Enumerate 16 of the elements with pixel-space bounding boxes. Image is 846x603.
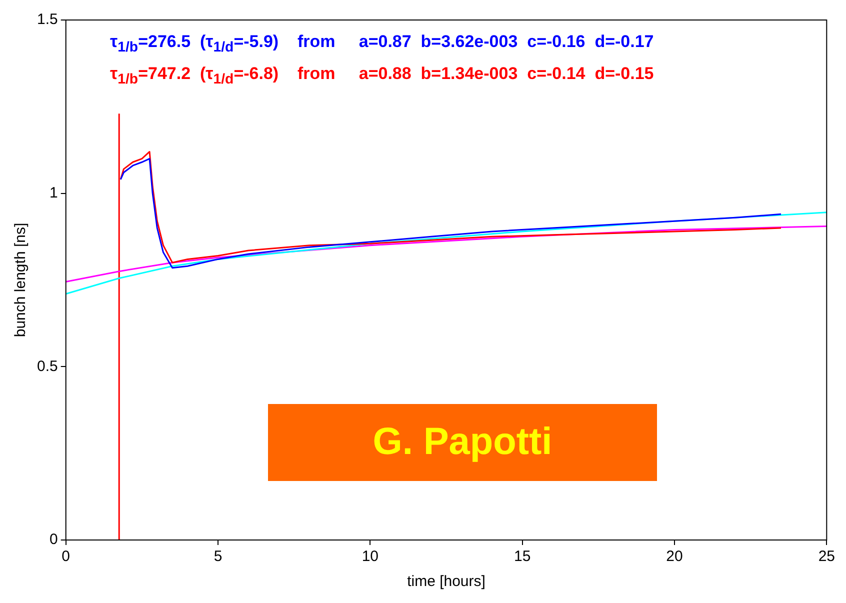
y-tick-label: 0.5 <box>36 358 58 375</box>
x-tick-label: 15 <box>514 548 531 566</box>
annotation: τ$_{1/b}$=747.2 (τ$_{1/d}$=-6.8) from a=0.88 b=1.34e-003 c=-0.14 d=-0.15 <box>110 64 654 88</box>
y-tick-label: 1 <box>50 184 58 202</box>
x-tick-label: 5 <box>214 548 222 566</box>
x-tick-label: 10 <box>362 548 379 566</box>
name-plate: G. Papotti <box>268 404 657 481</box>
y-axis-title: bunch length [ns] <box>12 222 30 338</box>
x-axis-title: time [hours] <box>407 573 486 590</box>
y-tick-label: 0 <box>50 531 58 548</box>
annotation: G. Papotti <box>372 421 552 464</box>
x-tick-label: 25 <box>818 548 835 566</box>
x-tick-label: 20 <box>666 548 683 566</box>
annotation: τ$_{1/b}$=276.5 (τ$_{1/d}$=-5.9) from a=0.87 b=3.62e-003 c=-0.16 d=-0.17 <box>110 32 654 56</box>
x-tick-label: 0 <box>62 548 70 566</box>
y-tick-label: 1.5 <box>36 11 58 28</box>
